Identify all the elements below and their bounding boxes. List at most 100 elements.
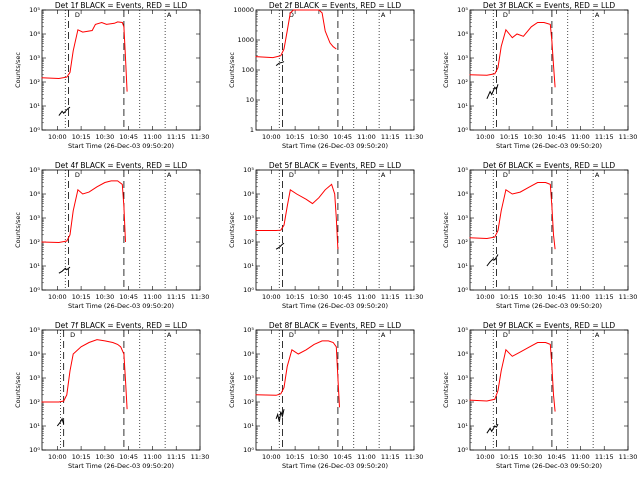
x-tick-label: 10:45 [547,453,566,461]
x-tick-label: 11:00 [143,453,162,461]
series-events-line [56,417,65,427]
y-tick-label: 10⁴ [243,350,254,358]
x-tick-label: 11:15 [167,133,186,141]
y-tick-label: 10¹ [243,422,254,430]
y-axis-label: Counts/sec [442,52,450,88]
chart-title: Det 2f BLACK = Events, RED = LLD [269,1,402,10]
chart-title: Det 8f BLACK = Events, RED = LLD [269,321,402,330]
y-tick-label: 100 [242,66,254,74]
plot-frame [41,9,201,131]
y-axis-label: Counts/sec [228,372,236,408]
x-tick-label: 10:30 [96,133,115,141]
x-tick-label: 11:00 [357,293,376,301]
panel-7: Det 7f BLACK = Events, RED = LLD 10⁰ 10¹ 10… [14,321,209,470]
x-tick-label: 10:30 [524,453,543,461]
marker-label: D [289,171,294,179]
x-tick-label: 11:00 [143,293,162,301]
x-tick-label: 11:15 [167,453,186,461]
chart-title: Det 4f BLACK = Events, RED = LLD [55,161,188,170]
y-axis-label: Counts/sec [228,52,236,88]
series-events-line [486,254,499,267]
x-tick-label: 10:45 [333,133,352,141]
x-tick-label: 10:30 [524,133,543,141]
x-tick-label: 10:45 [119,293,138,301]
series-lld-line [469,182,556,250]
panel-6: Det 6f BLACK = Events, RED = LLD 10⁰ 10¹ 10… [442,161,637,310]
x-tick-label: 10:45 [547,133,566,141]
x-axis-label: Start Time (26-Dec-03 09:50:20) [496,302,602,310]
y-tick-label: 10⁰ [29,446,40,454]
chart-title: Det 3f BLACK = Events, RED = LLD [483,1,616,10]
y-tick-label: 10³ [243,374,254,382]
chart-title: Det 5f BLACK = Events, RED = LLD [269,161,402,170]
series-lld-line [255,183,339,250]
x-tick-label: 11:30 [405,453,424,461]
marker-label: A [167,331,172,339]
panel-5: Det 5f BLACK = Events, RED = LLD 10⁰ 10¹ 10… [228,161,423,310]
y-tick-label: 10 [246,96,254,104]
x-axis-label: Start Time (26-Dec-03 09:50:20) [68,462,174,470]
y-tick-label: 10⁵ [457,326,468,334]
y-tick-label: 10¹ [457,102,468,110]
x-axis-label: Start Time (26-Dec-03 09:50:20) [282,302,388,310]
x-tick-label: 10:15 [500,133,519,141]
y-tick-label: 10⁴ [243,190,254,198]
x-axis-label: Start Time (26-Dec-03 09:50:20) [496,142,602,150]
y-tick-label: 10¹ [29,262,40,270]
y-tick-label: 10³ [29,214,40,222]
x-tick-label: 10:15 [286,293,305,301]
marker-label: D [75,11,80,19]
x-tick-label: 10:45 [119,133,138,141]
x-tick-label: 11:00 [143,133,162,141]
x-tick-label: 10:15 [72,453,91,461]
y-tick-label: 10⁵ [29,6,40,14]
x-tick-label: 11:15 [595,453,614,461]
y-tick-label: 10² [457,398,468,406]
x-tick-label: 11:15 [595,293,614,301]
marker-label: A [595,11,600,19]
y-tick-label: 10¹ [457,422,468,430]
y-tick-label: 10² [243,398,254,406]
x-tick-label: 10:00 [48,453,67,461]
y-tick-label: 10⁴ [29,350,40,358]
chart-title: Det 7f BLACK = Events, RED = LLD [55,321,188,330]
y-tick-label: 10³ [29,374,40,382]
y-tick-label: 10000 [233,6,254,14]
chart-title: Det 9f BLACK = Events, RED = LLD [483,321,616,330]
y-tick-label: 10³ [29,54,40,62]
x-tick-label: 10:15 [286,133,305,141]
y-tick-label: 10³ [243,214,254,222]
y-axis-label: Counts/sec [442,372,450,408]
y-tick-label: 10⁵ [457,6,468,14]
plot-frame [255,9,415,131]
panel-3: Det 3f BLACK = Events, RED = LLD 10⁰ 10¹ 10… [442,1,637,150]
marker-label: D [289,331,294,339]
x-tick-label: 11:30 [191,133,210,141]
x-tick-label: 11:30 [405,133,424,141]
y-axis-label: Counts/sec [14,212,22,248]
y-tick-label: 10⁴ [29,190,40,198]
marker-label: D [75,171,80,179]
x-tick-label: 10:00 [476,453,495,461]
series-lld-line [41,339,128,410]
y-tick-label: 10³ [457,214,468,222]
x-tick-label: 10:45 [547,293,566,301]
panel-4: Det 4f BLACK = Events, RED = LLD 10⁰ 10¹ 10… [14,161,209,310]
x-tick-label: 11:00 [357,453,376,461]
x-tick-label: 11:30 [619,293,638,301]
marker-label: D [503,11,508,19]
series-lld-line [469,22,556,88]
marker-label: A [595,171,600,179]
x-tick-label: 10:00 [262,133,281,141]
y-tick-label: 10¹ [29,102,40,110]
x-tick-label: 11:00 [571,293,590,301]
marker-label: D [70,331,75,339]
x-tick-label: 10:30 [96,293,115,301]
y-tick-label: 10⁵ [29,326,40,334]
y-axis-label: Counts/sec [14,52,22,88]
x-tick-label: 10:30 [96,453,115,461]
x-tick-label: 11:00 [357,133,376,141]
marker-label: A [167,171,172,179]
x-axis-label: Start Time (26-Dec-03 09:50:20) [282,142,388,150]
y-tick-label: 10⁵ [29,166,40,174]
